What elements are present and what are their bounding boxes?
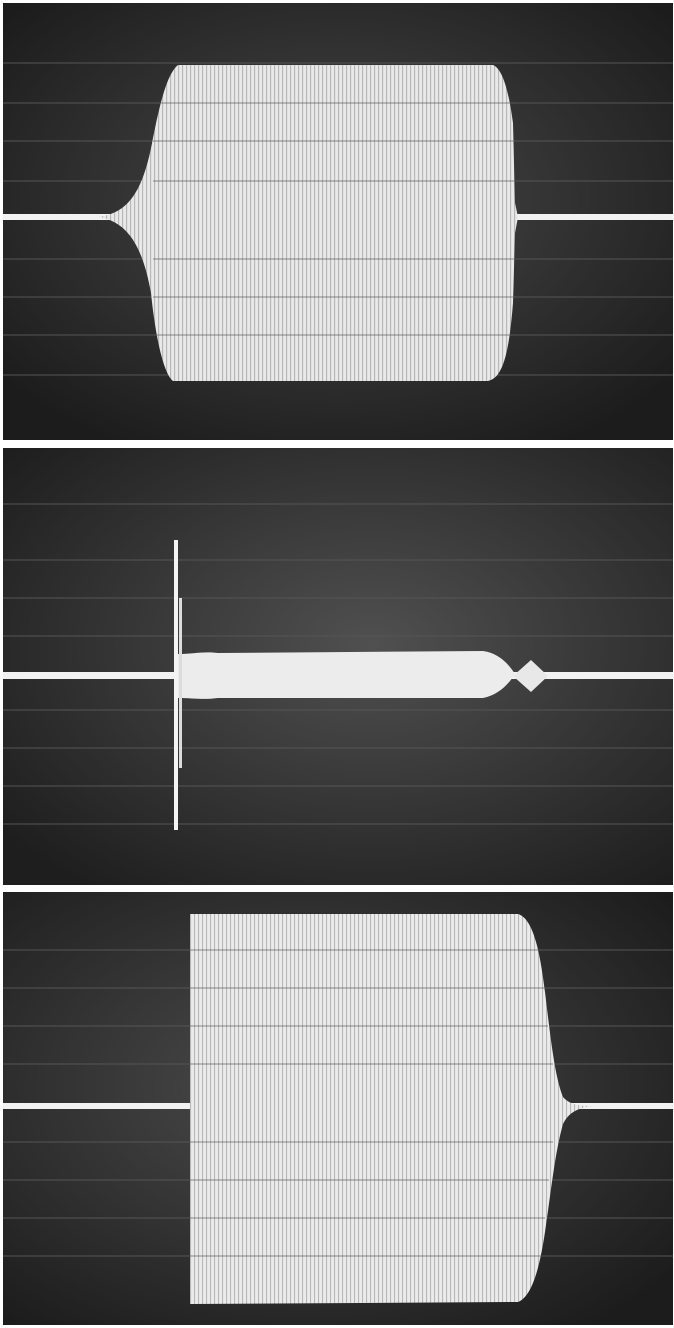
waveform-bottom [3, 892, 673, 1325]
transient-spike-echo [179, 598, 182, 768]
waveform-top [3, 3, 673, 440]
burst-envelope [98, 65, 518, 381]
transient-tail [178, 651, 515, 699]
oscilloscope-panel-middle [3, 448, 673, 885]
secondary-ripple [513, 660, 548, 692]
transient-spike [174, 540, 178, 830]
burst-envelope [190, 914, 593, 1304]
graticule-lines [3, 503, 673, 825]
oscilloscope-panel-top [3, 3, 673, 440]
oscilloscope-panel-bottom [3, 892, 673, 1325]
waveform-middle [3, 448, 673, 885]
graticule-overlay [190, 949, 553, 1257]
graticule-overlay [153, 102, 515, 336]
